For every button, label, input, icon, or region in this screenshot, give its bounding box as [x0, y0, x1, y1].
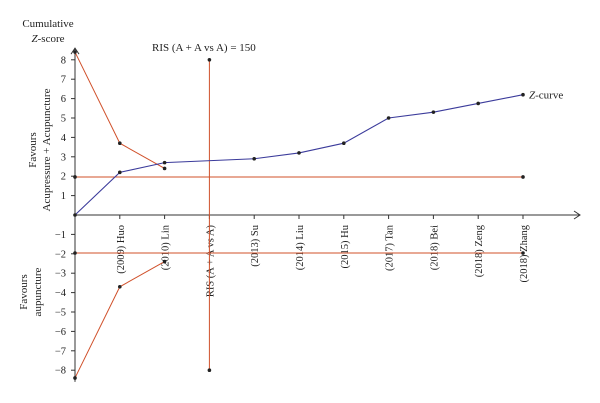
- z-curve-label-z: Z: [529, 90, 536, 102]
- monitoring-boundary-lower-point: [118, 284, 122, 289]
- z-curve-point: [297, 151, 301, 155]
- y-tick-label: −8: [55, 366, 66, 377]
- z-curve-label-rest: -curve: [535, 90, 563, 102]
- x-tick-label: RIS (A + A vs A): [205, 225, 216, 298]
- monitoring-boundary-upper-point: [73, 50, 77, 54]
- z-curve-point: [118, 170, 122, 175]
- y-tick-label: 5: [61, 114, 66, 125]
- y-tick-label: 7: [61, 75, 66, 86]
- x-tick-label: (2017) Tan: [385, 224, 396, 271]
- z-curve-point: [162, 160, 167, 165]
- y-tick-label: 6: [61, 94, 66, 105]
- conventional-boundary-lower-point: [73, 251, 77, 255]
- conventional-boundary-upper-point: [73, 175, 77, 179]
- x-axis-arrow: [573, 210, 581, 220]
- title-z: Z: [32, 33, 39, 45]
- monitoring-boundary-upper-point: [162, 166, 167, 171]
- boundaries: [73, 50, 525, 380]
- monitoring-boundary-upper-point: [118, 141, 122, 146]
- y-upper-label-line2: Acupressure + Acupuncture: [41, 88, 53, 211]
- conventional-boundary-upper-point: [521, 175, 525, 179]
- y-tick-label: 3: [61, 152, 66, 163]
- y-tick-label: −1: [55, 230, 66, 241]
- monitoring-boundary-upper: [74, 51, 165, 169]
- y-tick-label: −4: [55, 288, 67, 299]
- z-curve-point: [521, 92, 525, 97]
- x-tick-label: (2009) Huo: [116, 225, 127, 274]
- chart-title-line2: Z-score: [32, 33, 65, 45]
- chart-title-line1: Cumulative: [22, 18, 73, 30]
- monitoring-boundary-lower: [74, 261, 165, 379]
- ris-annotation: RIS (A + A vs A) = 150: [152, 42, 256, 54]
- y-tick-label: 2: [61, 172, 66, 183]
- z-curve-label: Z-curve: [529, 90, 563, 102]
- z-curve-line: [74, 94, 524, 216]
- y-lower-label-line2: aupuncture: [32, 267, 44, 316]
- y-upper-label-line1: Favours: [27, 132, 39, 167]
- y-tick-label: 1: [61, 191, 66, 202]
- ris-line-top-point: [207, 58, 212, 62]
- x-tick-label: (2014) Liu: [295, 224, 306, 270]
- z-curve-point: [252, 156, 256, 161]
- y-tick-label: 4: [61, 133, 67, 144]
- z-curve-point: [431, 110, 436, 114]
- y-tick-label: −2: [55, 249, 66, 260]
- ris-line-bottom-point: [207, 368, 212, 373]
- x-tick-label: (2018) Bei: [429, 225, 440, 270]
- x-tick-label: (2013) Su: [250, 224, 261, 266]
- z-curve-point: [476, 101, 481, 106]
- z-curve-point: [386, 116, 391, 120]
- title-score: -score: [38, 33, 65, 45]
- z-curve-series: [73, 92, 525, 217]
- axes: 8 7 6 5 4 3 2 1 −1 −2 −3 −4 −5 −6 −7 −8 (2009) Huo (2010)…: [55, 47, 581, 382]
- x-tick-label: (2015) Hu: [340, 224, 351, 268]
- x-tick-label: (2018) Zeng: [474, 224, 485, 277]
- conventional-boundary-lower-point: [521, 251, 525, 255]
- monitoring-boundary-lower-point: [162, 259, 167, 264]
- z-curve-point: [73, 213, 77, 217]
- y-lower-label-line1: Favours: [18, 274, 30, 309]
- y-tick-label: −7: [55, 346, 66, 357]
- y-axis-arrow: [70, 47, 80, 55]
- y-tick-label: −3: [55, 269, 66, 280]
- y-tick-label: 8: [61, 55, 66, 66]
- y-tick-label: −5: [55, 308, 66, 319]
- z-curve-point: [342, 141, 346, 146]
- monitoring-boundary-lower-point: [73, 376, 77, 380]
- x-tick-label: (2010) Lin: [161, 224, 172, 270]
- y-tick-label: −6: [55, 327, 66, 338]
